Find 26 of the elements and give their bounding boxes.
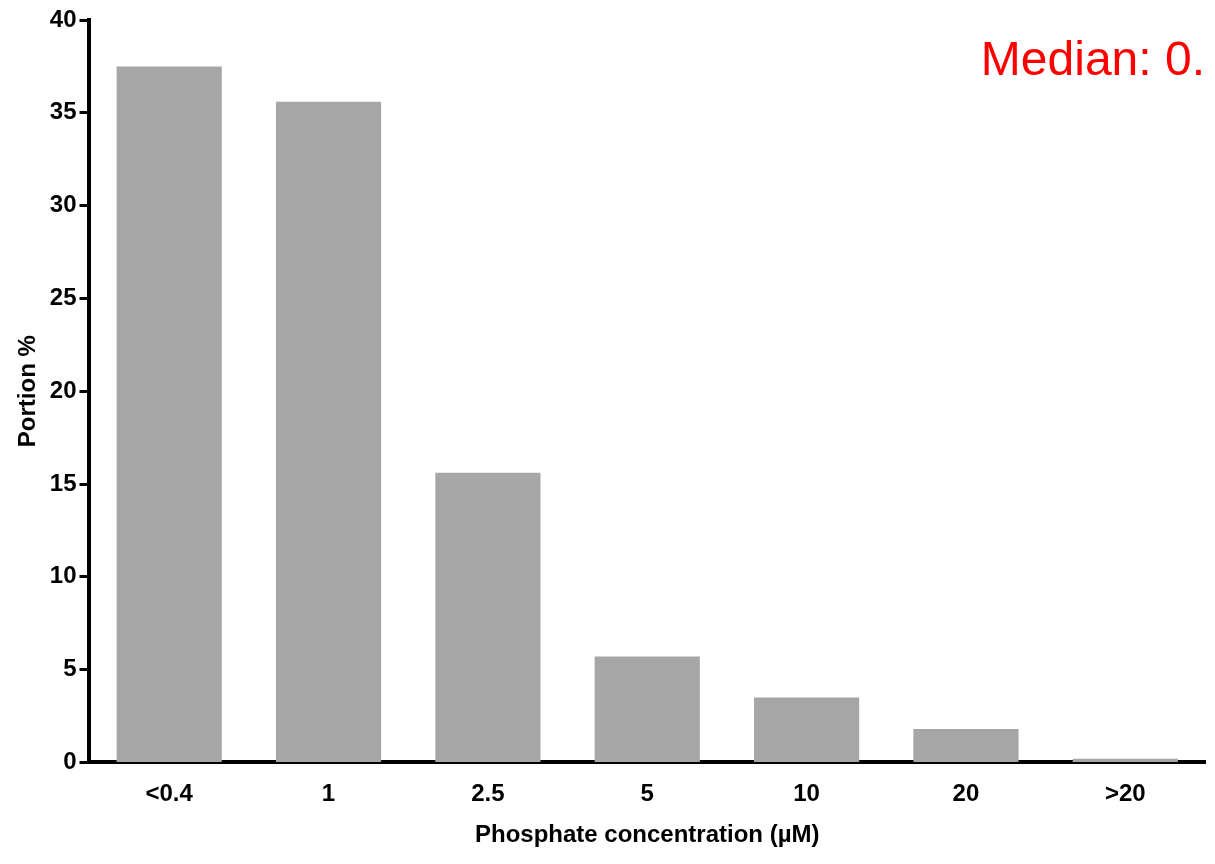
- bar: [594, 656, 700, 762]
- bar: [754, 697, 860, 762]
- x-tick-label: 10: [793, 779, 820, 807]
- y-tick-label: 20: [49, 375, 77, 403]
- x-tick-label: 2.5: [471, 779, 505, 807]
- x-tick-label: 5: [640, 779, 654, 807]
- bar: [913, 728, 1019, 762]
- y-axis-title: Portion %: [13, 335, 41, 448]
- y-tick-label: 30: [49, 190, 77, 218]
- y-tick-label: 10: [49, 561, 77, 589]
- x-tick-label: >20: [1104, 779, 1146, 807]
- y-tick-label: 5: [63, 654, 77, 682]
- y-tick-label: 0: [63, 747, 77, 775]
- bar: [116, 66, 222, 762]
- bar: [275, 101, 382, 762]
- bar: [1072, 758, 1178, 762]
- y-tick-label: 25: [49, 283, 77, 311]
- y-tick-label: 15: [49, 468, 77, 496]
- x-tick-label: 1: [321, 779, 336, 807]
- y-tick-label: 35: [49, 97, 77, 125]
- y-tick-label: 40: [49, 4, 77, 32]
- x-tick-label: 20: [952, 779, 980, 807]
- x-tick-label: <0.4: [145, 779, 194, 807]
- x-axis-title: Phosphate concentration (µM): [474, 820, 820, 848]
- annotation: Median: 0.: [980, 32, 1205, 86]
- bar: [435, 472, 541, 762]
